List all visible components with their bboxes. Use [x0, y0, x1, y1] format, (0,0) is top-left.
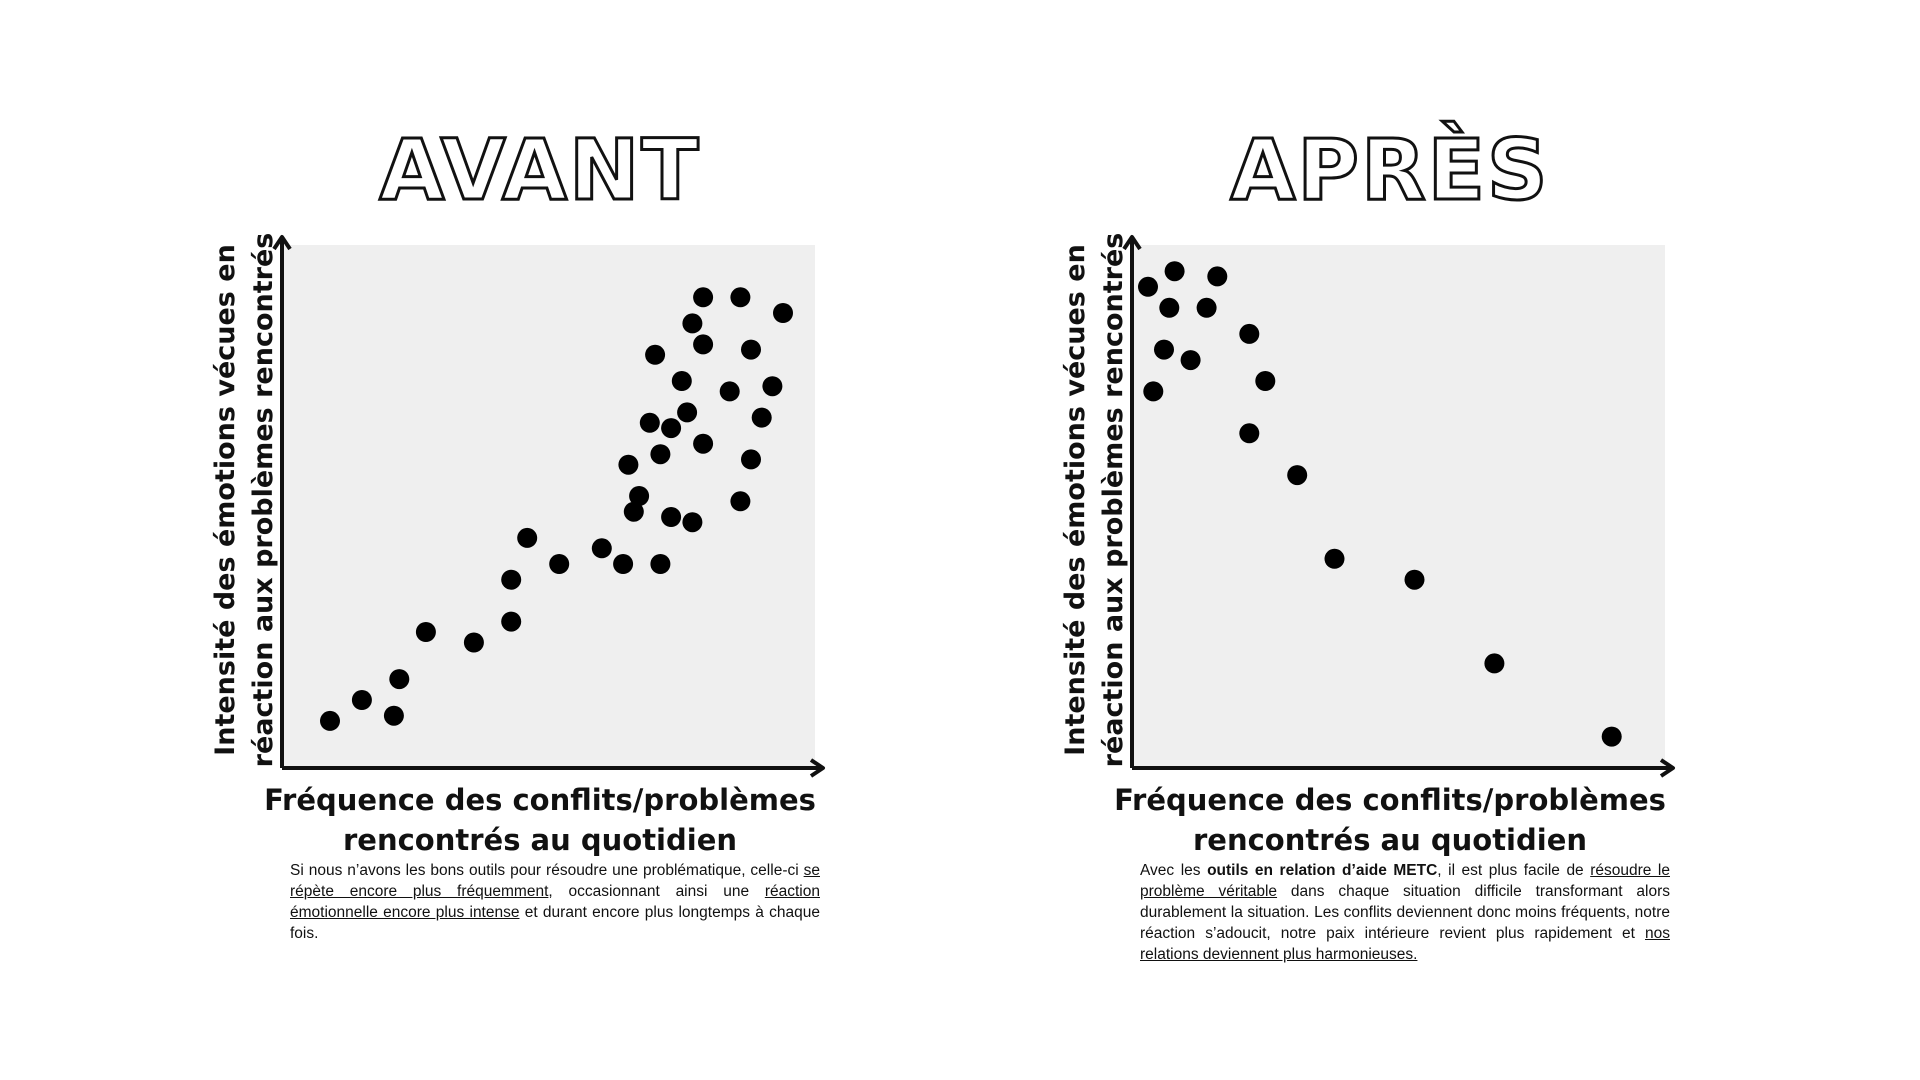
data-point: [463, 632, 484, 653]
scatter-plot-apres: [1122, 235, 1675, 778]
data-point: [415, 622, 436, 642]
data-point: [682, 313, 703, 334]
y-axis-label-wrapper: Intensité des émotions vécues en réactio…: [190, 220, 300, 780]
data-point: [1239, 423, 1260, 444]
data-point: [351, 690, 372, 710]
plot-background: [1132, 245, 1665, 768]
data-point: [661, 507, 682, 527]
data-point: [751, 407, 772, 428]
data-point: [1601, 726, 1622, 747]
y-axis-label: Intensité des émotions vécues en réactio…: [1060, 232, 1129, 768]
data-point: [1180, 350, 1201, 371]
data-point: [1164, 261, 1185, 282]
data-point: [1138, 276, 1158, 297]
data-point: [1159, 297, 1180, 318]
data-point: [671, 371, 692, 391]
y-axis-label: Intensité des émotions vécues en réactio…: [210, 232, 279, 768]
data-point: [1287, 465, 1308, 486]
data-point: [623, 501, 644, 522]
data-point: [591, 538, 612, 559]
chart-panel-apres: APRÈS Intensité des émotions vécues en r…: [1010, 0, 1770, 1080]
data-point: [1404, 569, 1425, 590]
data-point: [693, 287, 714, 308]
scatter-plot-avant: [272, 235, 825, 778]
data-point: [693, 433, 714, 454]
data-point: [677, 402, 698, 423]
data-point: [320, 710, 340, 731]
data-point: [682, 512, 703, 533]
data-point: [773, 303, 793, 323]
data-point: [650, 554, 671, 574]
data-point: [629, 486, 650, 506]
data-point: [1143, 381, 1164, 402]
data-point: [730, 287, 751, 308]
data-point: [1484, 653, 1505, 674]
data-point: [501, 569, 522, 590]
data-point: [549, 554, 570, 574]
data-point: [730, 491, 751, 512]
y-axis-arrow: [272, 235, 292, 251]
data-point: [501, 611, 522, 632]
data-point: [762, 376, 783, 397]
data-point: [639, 412, 660, 433]
data-point: [661, 418, 682, 439]
data-point: [1207, 266, 1228, 287]
data-point: [613, 554, 634, 574]
data-point: [1239, 323, 1260, 344]
chart-panel-avant: AVANT Intensité des émotions vécues en r…: [160, 0, 920, 1080]
x-axis-arrow: [809, 758, 825, 778]
chart-title: AVANT: [378, 121, 701, 219]
data-point: [741, 339, 761, 360]
data-point: [719, 381, 740, 402]
x-axis-label: Fréquence des conflits/problèmes rencont…: [264, 783, 816, 857]
y-axis-label-wrapper: Intensité des émotions vécues en réactio…: [1040, 220, 1150, 780]
data-point: [517, 527, 538, 548]
data-point: [650, 444, 671, 465]
plot-background: [282, 245, 815, 768]
data-point: [1196, 297, 1217, 318]
data-point: [645, 344, 666, 365]
data-point: [1154, 339, 1174, 360]
data-point: [1324, 548, 1345, 569]
data-point: [693, 334, 714, 355]
y-axis-arrow: [1122, 235, 1142, 251]
data-point: [618, 454, 639, 475]
data-point: [741, 449, 761, 470]
chart-description: Avec les outils en relation d’aide METC,…: [1140, 862, 1671, 963]
data-point: [389, 669, 410, 690]
data-point: [1255, 371, 1276, 391]
chart-title: APRÈS: [1229, 121, 1550, 219]
x-axis-arrow: [1659, 758, 1675, 778]
x-axis-label: Fréquence des conflits/problèmes rencont…: [1114, 783, 1666, 857]
chart-description: Si nous n’avons les bons outils pour rés…: [290, 862, 820, 942]
data-point: [383, 705, 404, 726]
